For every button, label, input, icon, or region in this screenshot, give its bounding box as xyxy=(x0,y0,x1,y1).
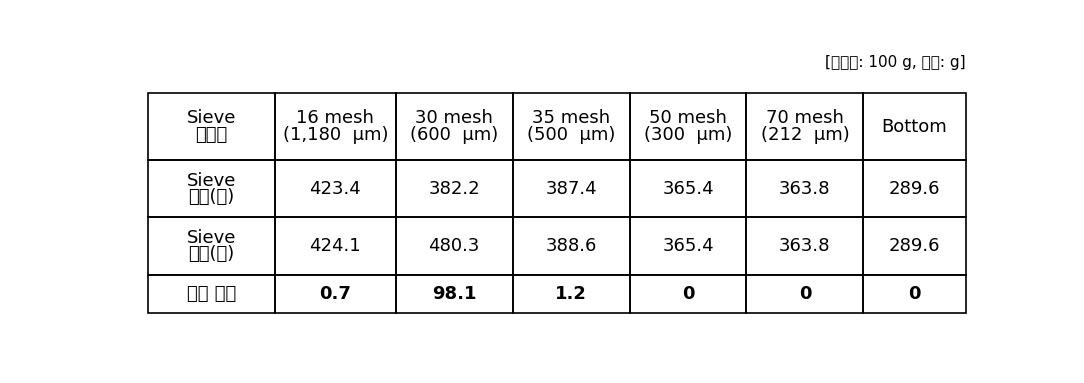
Text: 70 mesh: 70 mesh xyxy=(766,109,843,127)
Bar xyxy=(149,93,275,160)
Text: 제품 무게: 제품 무게 xyxy=(186,285,236,303)
Bar xyxy=(396,160,513,218)
Bar xyxy=(396,218,513,275)
Text: 424.1: 424.1 xyxy=(309,237,361,255)
Bar xyxy=(275,93,396,160)
Text: 0: 0 xyxy=(799,285,811,303)
Text: 1.2: 1.2 xyxy=(555,285,588,303)
Text: 388.6: 388.6 xyxy=(545,237,597,255)
Text: 30 mesh: 30 mesh xyxy=(415,109,493,127)
Bar xyxy=(513,93,630,160)
Bar xyxy=(513,160,630,218)
Bar xyxy=(863,160,966,218)
Text: Bottom: Bottom xyxy=(881,118,947,136)
Text: 423.4: 423.4 xyxy=(309,180,361,198)
Bar xyxy=(149,275,275,313)
Text: Sieve: Sieve xyxy=(186,172,236,190)
Bar xyxy=(396,93,513,160)
Text: 289.6: 289.6 xyxy=(889,237,940,255)
Text: 363.8: 363.8 xyxy=(779,237,830,255)
Text: 사이즈: 사이즈 xyxy=(195,126,228,144)
Text: 16 mesh: 16 mesh xyxy=(296,109,374,127)
Text: 98.1: 98.1 xyxy=(433,285,477,303)
Text: (500  μm): (500 μm) xyxy=(527,126,616,144)
Text: (1,180  μm): (1,180 μm) xyxy=(283,126,388,144)
Text: Sieve: Sieve xyxy=(186,229,236,247)
Bar xyxy=(630,93,747,160)
Text: (600  μm): (600 μm) xyxy=(410,126,499,144)
Bar xyxy=(275,218,396,275)
Text: 50 mesh: 50 mesh xyxy=(649,109,727,127)
Text: 382.2: 382.2 xyxy=(428,180,480,198)
Text: (212  μm): (212 μm) xyxy=(761,126,849,144)
Bar xyxy=(747,275,863,313)
Text: Sieve: Sieve xyxy=(186,109,236,127)
Text: 0: 0 xyxy=(682,285,694,303)
Bar xyxy=(630,160,747,218)
Text: 무게(전): 무게(전) xyxy=(189,188,234,206)
Text: 480.3: 480.3 xyxy=(428,237,480,255)
Bar xyxy=(513,218,630,275)
Text: 365.4: 365.4 xyxy=(662,237,714,255)
Bar xyxy=(275,160,396,218)
Text: 0.7: 0.7 xyxy=(320,285,351,303)
Bar xyxy=(149,218,275,275)
Text: 363.8: 363.8 xyxy=(779,180,830,198)
Bar xyxy=(863,218,966,275)
Bar xyxy=(747,93,863,160)
Bar xyxy=(513,275,630,313)
Text: 289.6: 289.6 xyxy=(889,180,940,198)
Text: 365.4: 365.4 xyxy=(662,180,714,198)
Bar xyxy=(747,218,863,275)
Text: 35 mesh: 35 mesh xyxy=(532,109,610,127)
Bar xyxy=(747,160,863,218)
Bar xyxy=(396,275,513,313)
Text: [샘플양: 100 g, 단위: g]: [샘플양: 100 g, 단위: g] xyxy=(825,55,966,70)
Text: 0: 0 xyxy=(908,285,920,303)
Text: 387.4: 387.4 xyxy=(545,180,597,198)
Bar xyxy=(863,275,966,313)
Bar xyxy=(630,218,747,275)
Bar xyxy=(275,275,396,313)
Text: 무게(후): 무게(후) xyxy=(189,245,234,263)
Bar xyxy=(630,275,747,313)
Bar xyxy=(863,93,966,160)
Bar xyxy=(149,160,275,218)
Text: (300  μm): (300 μm) xyxy=(644,126,732,144)
